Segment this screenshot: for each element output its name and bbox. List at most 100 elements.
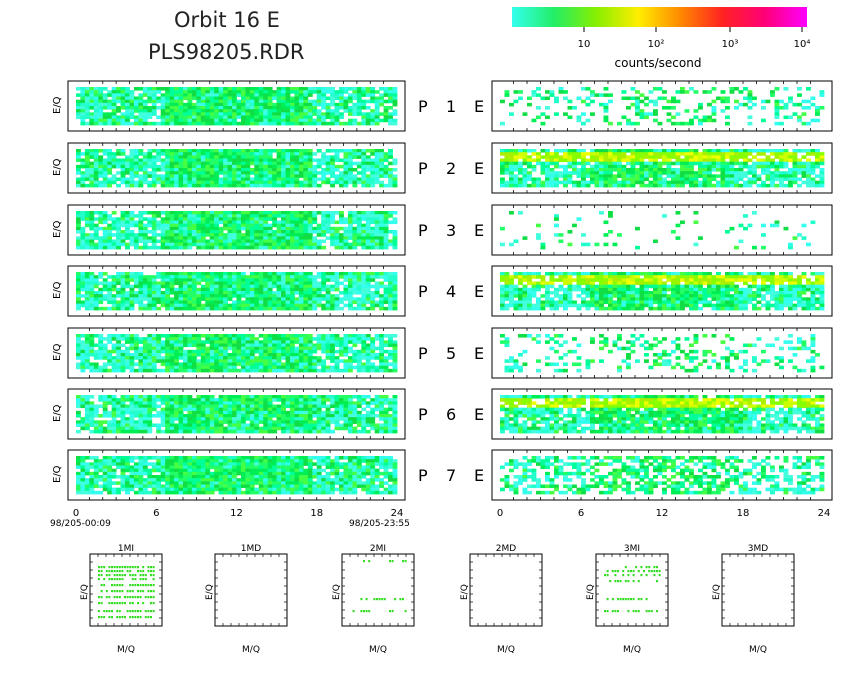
left-heat-cell bbox=[379, 112, 385, 116]
right-heat-cell bbox=[684, 278, 690, 282]
right-heat-cell bbox=[743, 161, 748, 166]
left-heat-cell bbox=[102, 112, 108, 116]
left-heat-cell bbox=[272, 118, 278, 123]
left-heat-cell bbox=[138, 303, 144, 308]
left-heat-cell bbox=[160, 180, 166, 185]
right-heat-cell bbox=[500, 99, 505, 104]
left-heat-cell bbox=[133, 291, 139, 295]
left-heat-cell bbox=[339, 239, 344, 244]
right-heat-cell bbox=[711, 152, 717, 156]
right-heat-cell bbox=[801, 121, 807, 126]
right-heat-cell bbox=[792, 174, 798, 178]
left-heat-cell bbox=[89, 152, 95, 156]
left-heat-cell bbox=[321, 230, 327, 234]
left-heat-cell bbox=[312, 109, 318, 113]
left-heat-cell bbox=[223, 291, 228, 295]
right-heat-cell bbox=[527, 158, 532, 163]
left-heat-cell bbox=[209, 281, 215, 286]
right-heat-cell bbox=[612, 158, 618, 163]
left-heat-cell bbox=[249, 220, 255, 225]
left-heat-cell bbox=[343, 278, 349, 282]
left-heat-cell bbox=[294, 242, 300, 247]
right-heat-cell bbox=[783, 161, 789, 166]
left-heat-cell bbox=[343, 155, 349, 159]
right-heat-cell bbox=[644, 96, 649, 101]
right-heat-cell bbox=[630, 284, 636, 289]
left-heat-cell bbox=[370, 112, 376, 116]
left-heat-cell bbox=[276, 306, 282, 311]
right-heat-cell bbox=[563, 164, 568, 169]
right-heat-cell bbox=[752, 96, 757, 101]
right-heat-cell bbox=[648, 171, 654, 175]
left-heat-cell bbox=[347, 226, 353, 231]
left-heat-cell bbox=[80, 99, 86, 104]
left-heat-cell bbox=[316, 177, 322, 182]
right-heat-cell bbox=[698, 155, 703, 159]
left-heat-cell bbox=[165, 109, 171, 113]
right-heat-cell bbox=[518, 278, 523, 282]
left-heat-cell bbox=[151, 121, 157, 126]
left-heat-cell bbox=[281, 226, 286, 231]
right-heat-cell bbox=[626, 106, 631, 110]
left-heat-cell bbox=[361, 284, 367, 289]
left-heat-cell bbox=[183, 90, 188, 94]
left-heat-cell bbox=[379, 233, 385, 237]
right-heat-cell bbox=[684, 158, 690, 163]
left-heat-cell bbox=[339, 281, 344, 286]
panel-label-e: E bbox=[474, 97, 484, 116]
right-heat-cell bbox=[698, 102, 703, 107]
left-heat-cell bbox=[98, 115, 104, 120]
right-heat-cell bbox=[599, 177, 604, 182]
left-heat-cell bbox=[76, 99, 81, 104]
right-heat-cell bbox=[513, 161, 519, 166]
left-heat-cell bbox=[76, 275, 81, 279]
right-heat-cell bbox=[716, 168, 721, 172]
right-heat-cell bbox=[513, 155, 519, 159]
right-heat-cell bbox=[500, 152, 505, 156]
left-heat-cell bbox=[89, 171, 95, 175]
left-heat-cell bbox=[232, 233, 237, 237]
left-heat-cell bbox=[125, 161, 130, 166]
left-heat-cell bbox=[361, 287, 367, 292]
right-heat-cell bbox=[698, 180, 703, 185]
right-heat-cell bbox=[693, 211, 699, 215]
left-heat-cell bbox=[236, 300, 242, 305]
left-heat-cell bbox=[138, 180, 144, 185]
left-heat-cell bbox=[379, 118, 385, 123]
left-heat-cell bbox=[294, 180, 300, 185]
right-heat-cell bbox=[536, 177, 541, 182]
left-heat-cell bbox=[236, 220, 242, 225]
left-heat-cell bbox=[142, 171, 148, 175]
left-heat-cell bbox=[129, 106, 135, 110]
right-heat-cell bbox=[761, 183, 766, 188]
left-heat-cell bbox=[249, 245, 255, 250]
right-heat-cell bbox=[608, 158, 613, 163]
right-heat-cell bbox=[689, 300, 694, 305]
right-heat-cell bbox=[504, 93, 510, 97]
left-heat-cell bbox=[263, 245, 269, 250]
left-heat-cell bbox=[160, 99, 166, 104]
left-heat-cell bbox=[151, 226, 157, 231]
left-heat-cell bbox=[285, 294, 291, 298]
right-heat-cell bbox=[500, 149, 505, 153]
left-heat-cell bbox=[160, 183, 166, 188]
right-heat-cell bbox=[522, 174, 528, 178]
left-heat-cell bbox=[156, 211, 162, 215]
right-heat-cell bbox=[518, 149, 523, 153]
left-heat-cell bbox=[383, 297, 389, 301]
right-heat-cell bbox=[720, 149, 726, 153]
left-heat-cell bbox=[80, 211, 86, 215]
right-heat-cell bbox=[671, 284, 676, 289]
right-heat-cell bbox=[765, 155, 771, 159]
right-heat-cell bbox=[567, 106, 573, 110]
left-heat-cell bbox=[307, 102, 313, 107]
left-heat-cell bbox=[129, 149, 135, 153]
right-heat-cell bbox=[536, 106, 541, 110]
right-heat-cell bbox=[599, 171, 604, 175]
left-heat-cell bbox=[285, 174, 291, 178]
left-heat-cell bbox=[303, 294, 309, 298]
left-heat-cell bbox=[258, 152, 264, 156]
left-heat-cell bbox=[267, 152, 273, 156]
left-heat-cell bbox=[129, 161, 135, 166]
left-heat-cell bbox=[125, 300, 130, 305]
